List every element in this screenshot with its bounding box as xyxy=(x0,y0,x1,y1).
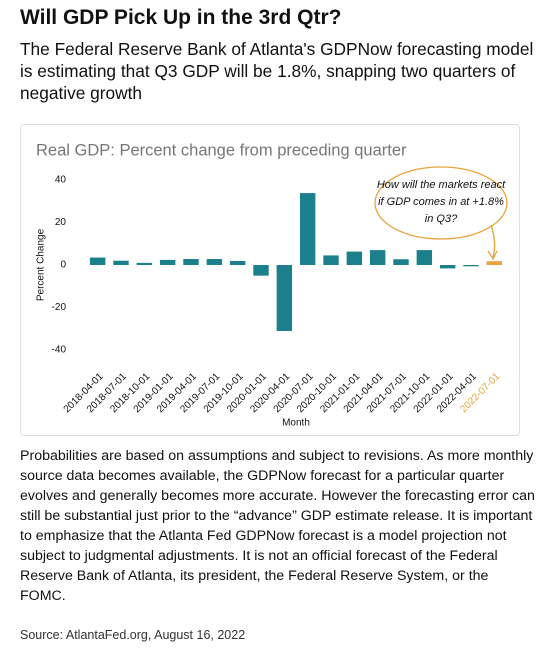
bar xyxy=(206,259,223,265)
source: Source: AtlantaFed.org, August 16, 2022 xyxy=(20,628,246,642)
bar xyxy=(393,259,409,265)
body-text: Probabilities are based on assumptions a… xyxy=(20,448,535,604)
annotation-text: if GDP comes in at +1.8% xyxy=(378,196,504,208)
bar xyxy=(253,265,269,276)
annotation-text: How will the markets react xyxy=(377,179,506,191)
y-tick-label: -20 xyxy=(52,302,67,313)
bar xyxy=(416,250,433,265)
bar xyxy=(136,262,153,265)
bar xyxy=(89,257,106,265)
annotation-bubble xyxy=(374,166,508,240)
y-axis-label: Percent Change xyxy=(36,228,47,301)
y-tick-label: 20 xyxy=(55,217,67,228)
subtitle: The Federal Reserve Bank of Atlanta's GD… xyxy=(20,39,534,103)
y-tick-label: -40 xyxy=(52,345,67,356)
bar xyxy=(346,251,363,265)
bar xyxy=(369,250,386,265)
y-tick-label: 0 xyxy=(60,260,66,271)
y-tick-label: 40 xyxy=(55,175,67,186)
bar xyxy=(113,260,129,265)
chart: Real GDP: Percent change from preceding … xyxy=(36,141,508,429)
page-title: Will GDP Pick Up in the 3rd Qtr? xyxy=(20,6,342,29)
bar xyxy=(276,265,293,331)
bar xyxy=(183,259,199,265)
x-axis-label: Month xyxy=(282,418,310,429)
bar xyxy=(299,193,316,265)
bar xyxy=(159,259,176,265)
annotation-arrowhead xyxy=(487,250,498,261)
bar xyxy=(486,261,503,265)
bar xyxy=(463,265,479,267)
chart-panel: Real GDP: Percent change from preceding … xyxy=(20,124,520,436)
bar xyxy=(439,265,456,269)
annotation-arrow xyxy=(490,224,496,258)
annotation-text: in Q3? xyxy=(425,213,458,225)
bar xyxy=(229,260,246,265)
bar xyxy=(323,255,339,265)
chart-title: Real GDP: Percent change from preceding … xyxy=(36,141,407,159)
